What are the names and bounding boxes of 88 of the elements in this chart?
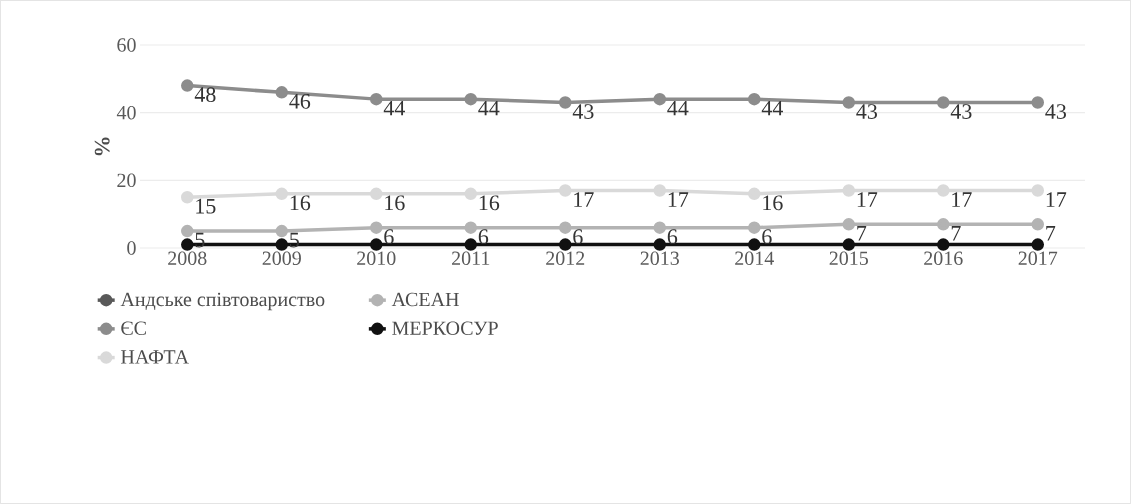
point (1031, 96, 1045, 109)
point (653, 238, 667, 251)
data-label: 43 (1045, 104, 1066, 119)
x-tick-label: 2013 (640, 251, 679, 266)
point (559, 238, 572, 251)
point (842, 96, 856, 109)
data-label: 43 (572, 104, 594, 119)
data-label: 6 (478, 229, 489, 245)
point (181, 191, 194, 204)
point (181, 224, 194, 238)
point (653, 92, 667, 106)
point (370, 221, 383, 234)
point (464, 221, 478, 234)
x-tick-label: 2011 (452, 251, 490, 266)
point (181, 79, 194, 92)
data-label: 17 (1046, 192, 1067, 207)
x-tick-label: 2016 (924, 251, 963, 266)
data-label: 16 (290, 195, 311, 211)
data-label: 6 (762, 229, 772, 245)
point (937, 96, 950, 109)
y-axis-title: % (94, 137, 110, 156)
x-tick-label: 2009 (262, 251, 301, 266)
point (1031, 184, 1045, 197)
point (559, 96, 572, 109)
point (653, 184, 667, 197)
x-tick-label: 2014 (735, 251, 774, 266)
legend-label: МЕРКОСУР (392, 321, 498, 335)
point (464, 92, 478, 106)
data-label: 16 (479, 195, 500, 211)
data-label: 16 (763, 195, 783, 211)
point (181, 238, 194, 251)
data-label: 6 (573, 229, 583, 245)
point (748, 238, 761, 251)
data-label: 44 (667, 100, 689, 116)
data-label: 48 (194, 87, 216, 103)
data-label: 17 (574, 192, 594, 207)
x-tick-label: 2017 (1018, 251, 1058, 266)
point (559, 221, 572, 234)
x-tick-label: 2010 (357, 251, 396, 266)
data-label: 7 (857, 226, 867, 241)
point (937, 238, 950, 251)
legend-label: НАФТА (121, 350, 189, 364)
data-label: 17 (952, 192, 972, 207)
data-label: 15 (196, 198, 216, 214)
x-tick-label: 2012 (546, 251, 585, 266)
y-tick-label: 60 (117, 38, 136, 52)
point (748, 187, 761, 201)
point (842, 238, 856, 251)
point (370, 187, 383, 201)
data-label: 44 (761, 100, 783, 116)
x-tick-label: 2015 (829, 251, 868, 266)
point (1031, 238, 1045, 251)
data-label: 7 (1046, 226, 1056, 241)
point (464, 187, 478, 201)
point (937, 184, 950, 197)
point (275, 224, 288, 238)
point (748, 92, 761, 106)
data-label: 43 (950, 104, 972, 119)
point (842, 184, 856, 197)
data-label: 44 (478, 100, 500, 116)
legend-label: Андське співтовариство (120, 292, 325, 311)
data-label: 17 (857, 192, 878, 207)
point (275, 86, 288, 99)
point (370, 238, 383, 251)
point (653, 221, 667, 234)
point (1031, 218, 1045, 231)
data-label: 43 (856, 104, 877, 119)
y-tick-label: 0 (127, 241, 136, 255)
point (842, 218, 856, 231)
data-label: 16 (385, 195, 405, 211)
legend-label: ЄС (121, 321, 146, 335)
point (464, 238, 478, 251)
y-tick-label: 20 (117, 173, 136, 188)
point (559, 184, 572, 197)
data-label: 17 (668, 192, 689, 207)
data-label: 6 (384, 229, 394, 245)
point (275, 238, 288, 251)
x-tick-label: 2008 (168, 251, 207, 266)
data-label: 46 (289, 93, 311, 109)
data-label: 44 (383, 100, 405, 116)
data-label: 6 (667, 229, 678, 245)
point (937, 218, 950, 231)
data-label: 7 (951, 226, 961, 241)
legend-label: АСЕАН (391, 292, 459, 307)
point (370, 92, 383, 106)
point (275, 187, 288, 201)
point (748, 221, 761, 234)
y-tick-label: 40 (116, 105, 136, 120)
